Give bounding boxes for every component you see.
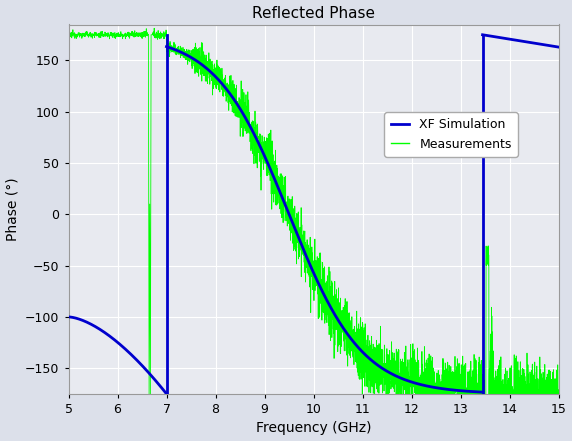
Y-axis label: Phase (°): Phase (°) <box>6 177 19 241</box>
X-axis label: Frequency (GHz): Frequency (GHz) <box>256 422 371 435</box>
Title: Reflected Phase: Reflected Phase <box>252 6 375 21</box>
Legend: XF Simulation, Measurements: XF Simulation, Measurements <box>384 112 518 157</box>
